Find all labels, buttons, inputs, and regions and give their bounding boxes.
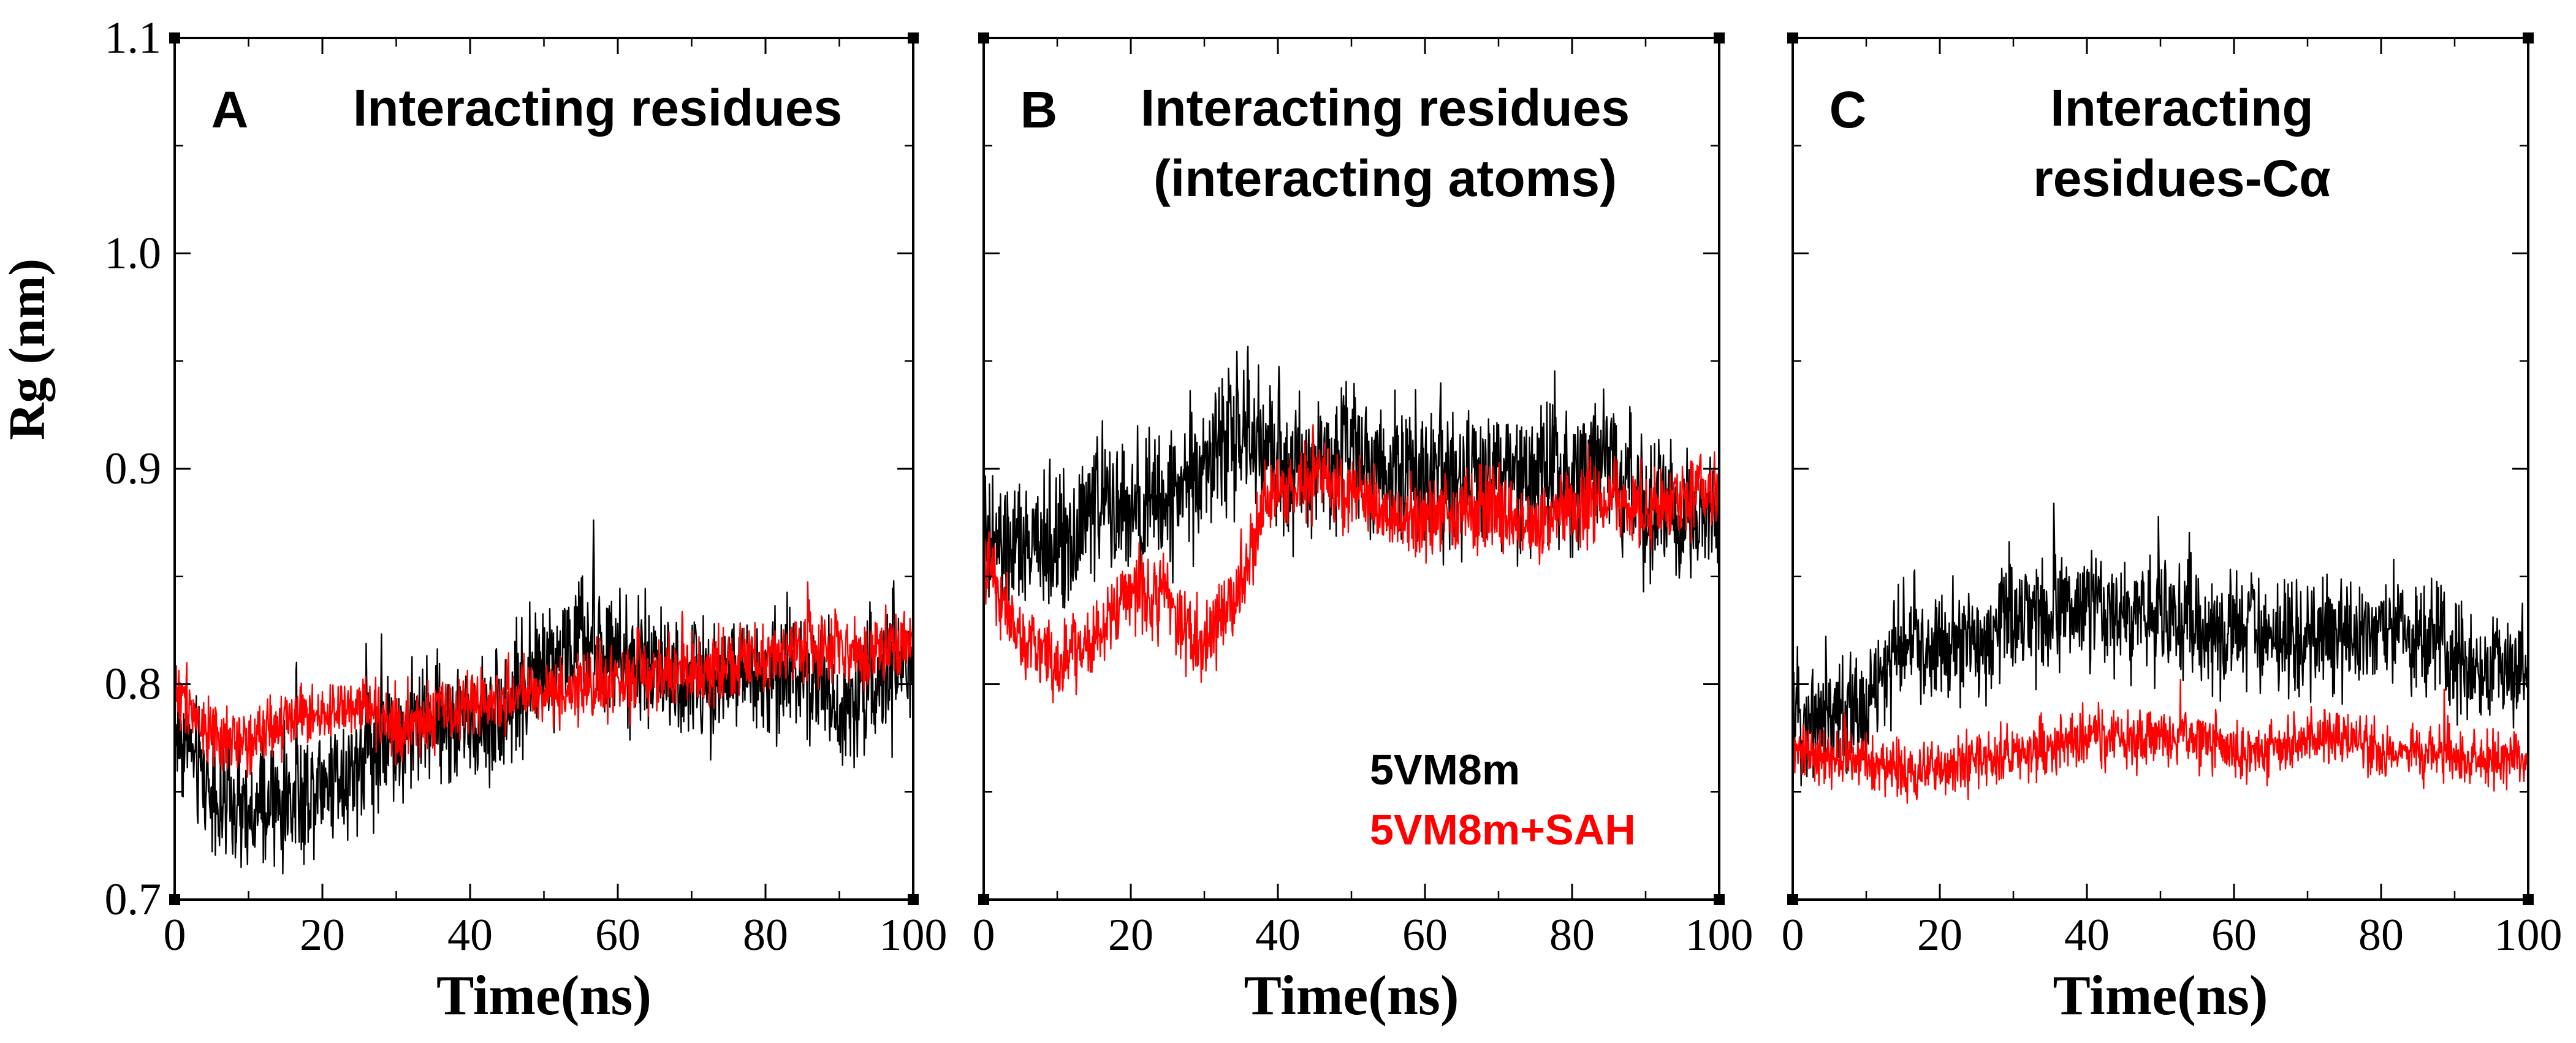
panel-letter: C bbox=[1829, 81, 1867, 138]
x-axis-label: Time(ns) bbox=[2053, 964, 2268, 1026]
panels: 0 20 40 60 80 100 0.7 0.8 0.9 1.0 1.1 Time(ns) A Inte… bbox=[105, 13, 2563, 1026]
legend-entry: 5VM8m bbox=[1370, 746, 1520, 794]
y-tick-label: 0.9 bbox=[105, 444, 162, 494]
panel-letter: A bbox=[211, 81, 249, 138]
panel-title-line: (interacting atoms) bbox=[1153, 150, 1617, 207]
panel-c: 0 20 40 60 80 100 Time(ns) C Interacting residues… bbox=[1782, 32, 2563, 1026]
x-tick-label: 0 bbox=[164, 910, 186, 960]
x-tick-label: 20 bbox=[300, 910, 345, 960]
x-tick-label: 0 bbox=[973, 910, 995, 960]
panel-b: 0 20 40 60 80 100 Time(ns) B Interacting residue… bbox=[973, 32, 1753, 1026]
series-line-sah bbox=[1791, 678, 2529, 804]
series-line-apo bbox=[173, 519, 914, 874]
x-tick-label: 60 bbox=[2211, 910, 2257, 960]
y-tick-label: 1.1 bbox=[105, 13, 162, 63]
y-tick-label: 0.8 bbox=[105, 659, 162, 710]
panel-title-line: Interacting residues bbox=[1141, 79, 1630, 137]
x-tick-label: 100 bbox=[1685, 910, 1753, 960]
x-axis-label: Time(ns) bbox=[1244, 964, 1459, 1026]
x-tick-label: 20 bbox=[1917, 910, 1962, 960]
legend-entry: 5VM8m+SAH bbox=[1370, 806, 1636, 854]
series-line-apo bbox=[982, 346, 1720, 610]
x-axis-label: Time(ns) bbox=[436, 964, 652, 1026]
panel-a: 0 20 40 60 80 100 0.7 0.8 0.9 1.0 1.1 Time(ns) A Inte… bbox=[105, 13, 948, 1026]
series-line-sah bbox=[982, 424, 1720, 704]
x-tick-label: 40 bbox=[447, 910, 493, 960]
x-tick-label: 60 bbox=[595, 910, 640, 960]
panel-title-line: residues-Cα bbox=[2033, 150, 2331, 207]
panel-title-line: Interacting residues bbox=[353, 79, 842, 137]
series-line-apo bbox=[1791, 503, 2529, 787]
y-axis-label: Rg (nm) bbox=[0, 259, 56, 440]
panel-letter: B bbox=[1020, 81, 1058, 138]
x-tick-label: 40 bbox=[1255, 910, 1301, 960]
x-tick-label: 80 bbox=[2358, 910, 2404, 960]
x-tick-label: 40 bbox=[2064, 910, 2110, 960]
x-tick-label: 100 bbox=[880, 910, 948, 960]
y-tick-label: 0.7 bbox=[105, 874, 162, 925]
series-line-sah bbox=[173, 581, 914, 778]
x-tick-label: 0 bbox=[1782, 910, 1804, 960]
panel-title-line: Interacting bbox=[2050, 79, 2313, 137]
x-tick-label: 100 bbox=[2494, 910, 2563, 960]
x-tick-label: 80 bbox=[743, 910, 788, 960]
x-tick-label: 20 bbox=[1108, 910, 1153, 960]
legend: 5VM8m 5VM8m+SAH bbox=[1370, 746, 1636, 854]
y-tick-label: 1.0 bbox=[105, 229, 162, 279]
x-tick-label: 80 bbox=[1549, 910, 1595, 960]
x-tick-label: 60 bbox=[1402, 910, 1448, 960]
